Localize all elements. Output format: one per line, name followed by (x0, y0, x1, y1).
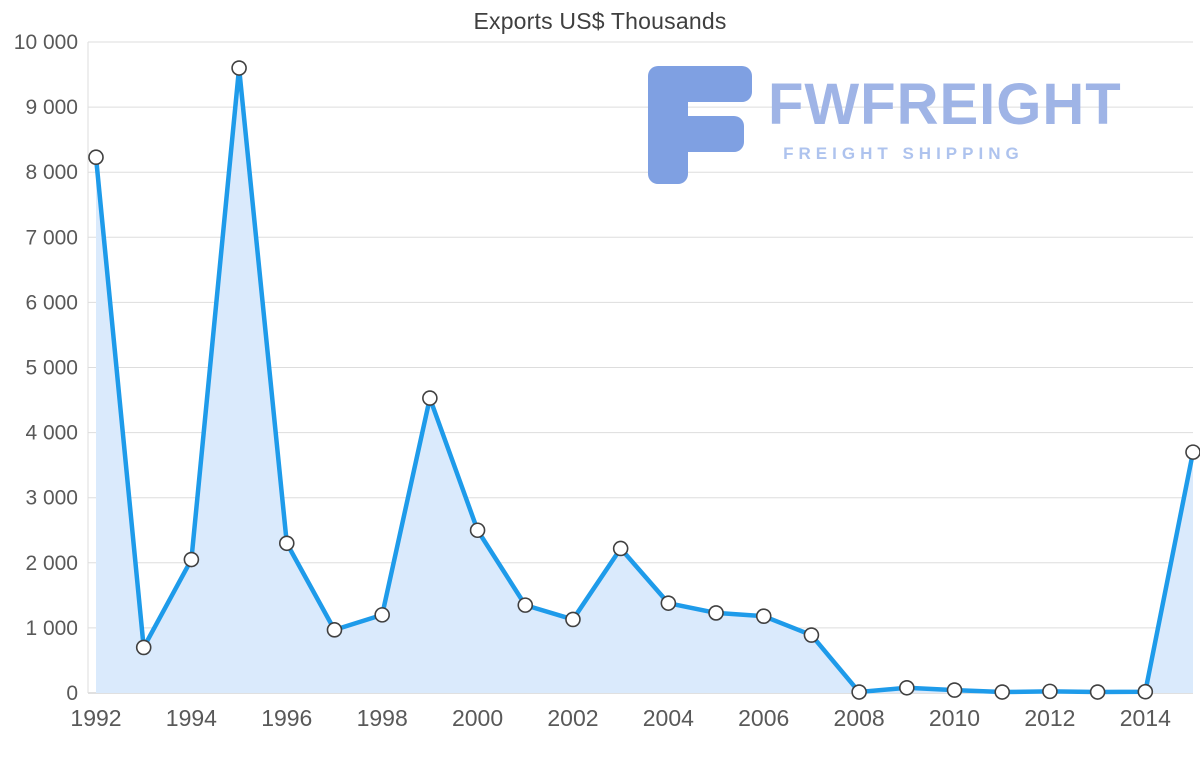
data-point-marker (517, 597, 534, 613)
x-tick-label: 2004 (643, 705, 694, 731)
area-fill (96, 68, 1193, 694)
chart-title: Exports US$ Thousands (473, 8, 727, 34)
data-point-marker (183, 551, 200, 568)
data-point-marker (660, 595, 677, 611)
y-tick-label: 7 000 (25, 226, 78, 249)
data-point-marker (755, 608, 772, 624)
x-tick-label: 1996 (261, 705, 312, 731)
x-tick-label: 1992 (70, 705, 121, 731)
y-tick-label: 9 000 (25, 96, 78, 119)
data-point-marker (565, 611, 581, 628)
data-point-marker (994, 684, 1011, 700)
data-point-marker (1137, 683, 1154, 700)
x-tick-label: 2012 (1024, 705, 1075, 731)
x-tick-label: 2010 (929, 705, 980, 731)
data-point-marker (374, 607, 390, 623)
data-point-marker (851, 684, 867, 700)
x-tick-label: 2002 (547, 705, 598, 731)
data-point-marker (1042, 683, 1058, 700)
data-point-marker (1185, 444, 1200, 460)
y-tick-label: 5 000 (25, 357, 78, 380)
x-tick-label: 2014 (1120, 705, 1171, 731)
data-point-marker (135, 639, 152, 656)
y-tick-label: 3 000 (25, 487, 78, 510)
data-point-marker (612, 540, 629, 557)
data-point-marker (422, 390, 438, 406)
x-tick-label: 1998 (357, 705, 408, 731)
data-point-marker (708, 605, 724, 621)
x-tick-label: 1994 (166, 705, 217, 731)
data-point-marker (88, 149, 104, 166)
data-point-marker (946, 682, 963, 698)
y-tick-label: 4 000 (25, 422, 78, 445)
data-point-marker (278, 535, 295, 552)
y-tick-label: 2 000 (25, 552, 78, 575)
data-point-marker (803, 627, 820, 643)
x-tick-label: 2000 (452, 705, 503, 731)
data-point-marker (326, 622, 343, 638)
y-tick-label: 8 000 (25, 161, 78, 184)
y-tick-label: 6 000 (25, 291, 78, 314)
data-point-marker (469, 522, 486, 539)
y-tick-label: 0 (66, 682, 78, 705)
data-point-marker (1089, 684, 1106, 700)
y-tick-label: 10 000 (14, 31, 78, 54)
y-tick-label: 1 000 (25, 617, 78, 640)
x-tick-label: 2008 (834, 705, 885, 731)
x-tick-label: 2006 (738, 705, 789, 731)
data-point-marker (231, 60, 247, 76)
data-point-marker (899, 679, 915, 696)
line-path (93, 65, 1196, 695)
